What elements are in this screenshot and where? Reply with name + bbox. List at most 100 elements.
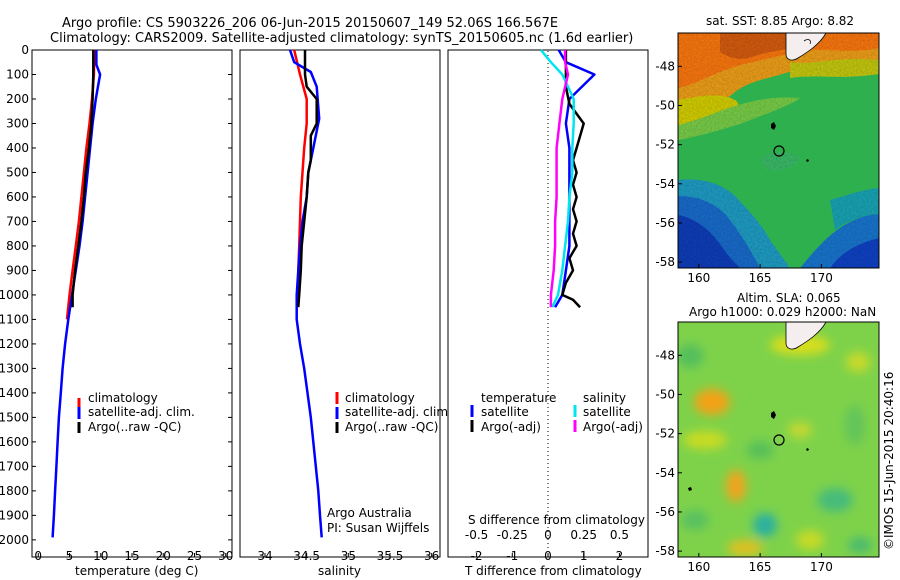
depth-tick-label: 800	[6, 239, 29, 253]
x-tick-label: -1	[506, 549, 518, 563]
legend-argo: Argo(..raw -QC)	[88, 420, 181, 434]
legend-satellite-adj: satellite-adj. clim.	[345, 405, 452, 419]
depth-tick-label: 300	[6, 116, 29, 130]
salinity-legend: climatology satellite-adj. clim. Argo(..…	[335, 391, 452, 434]
x-tick-label: 2	[616, 549, 624, 563]
top-tick-label: -0.25	[497, 528, 528, 542]
legend-climatology: climatology	[345, 391, 415, 405]
lat-tick-label: -48	[655, 348, 675, 362]
series-line-salinity-argo-adj-	[549, 50, 570, 308]
x-tick-label: 34	[257, 549, 272, 563]
depth-tick-label: 900	[6, 263, 29, 277]
series-line-argo-raw-qc-	[71, 50, 95, 308]
sla-map-title: Altim. SLA: 0.065	[737, 291, 841, 305]
x-tick-label: 10	[93, 549, 108, 563]
depth-tick-label: 1100	[0, 312, 29, 326]
temperature-x-label: temperature (deg C)	[75, 564, 198, 578]
depth-tick-label: 200	[6, 92, 29, 106]
depth-tick-label: 500	[6, 165, 29, 179]
lat-tick-label: -50	[655, 387, 675, 401]
temperature-x-axis: 0 5 10 15 20 25 30	[34, 549, 233, 563]
x-tick-label: 34.5	[293, 549, 320, 563]
argo-location-marker	[773, 145, 785, 157]
imos-credit: ©IMOS 15-Jun-2015 20:40:16	[882, 372, 896, 550]
legend-satellite-adj: satellite-adj. clim.	[88, 405, 195, 419]
annotation-pi: PI: Susan Wijffels	[327, 521, 429, 535]
depth-tick-label: 700	[6, 214, 29, 228]
argo-location-marker	[773, 434, 785, 446]
sla-map-subtitle: Argo h1000: 0.029 h2000: NaN	[689, 305, 876, 319]
x-tick-label: 5	[66, 549, 74, 563]
series-line-temperature-satellite	[554, 49, 596, 308]
sst-map-panel: sat. SST: 8.85 Argo: 8.82	[655, 14, 880, 285]
difference-legend: temperature salinity satellite Argo(-adj…	[470, 391, 643, 434]
depth-tick-label: 1700	[0, 459, 29, 473]
sst-map-axes: 160 165 170 -48 -50 -52 -54 -56 -58	[655, 59, 832, 285]
depth-tick-label: 1300	[0, 361, 29, 375]
lat-tick-label: -58	[655, 255, 675, 269]
lat-tick-label: -52	[655, 138, 675, 152]
s-difference-label: S difference from climatology	[468, 513, 645, 527]
legend-temperature-argo: Argo(-adj)	[481, 420, 541, 434]
depth-tick-label: 600	[6, 190, 29, 204]
x-tick-label: 35.5	[377, 549, 404, 563]
annotation-argo-australia: Argo Australia	[327, 506, 412, 520]
depth-tick-label: 1800	[0, 484, 29, 498]
t-difference-x-label: T difference from climatology	[464, 564, 642, 578]
top-tick-label: 0	[544, 528, 552, 542]
x-tick-label: 20	[156, 549, 171, 563]
lat-tick-label: -58	[655, 544, 675, 558]
legend-climatology: climatology	[88, 391, 158, 405]
lon-tick-label: 170	[810, 271, 833, 285]
depth-tick-label: 2000	[0, 533, 29, 547]
legend-argo: Argo(..raw -QC)	[345, 420, 438, 434]
x-tick-label: 1	[580, 549, 588, 563]
depth-tick-label: 1900	[0, 508, 29, 522]
sla-map-axes: 160 165 170 -48 -50 -52 -54 -56 -58	[655, 348, 832, 574]
top-tick-label: 0.25	[570, 528, 597, 542]
lon-tick-label: 165	[749, 560, 772, 574]
salinity-profile-panel: 34 34.5 35 35.5 36 salinity climatology sate…	[239, 49, 452, 578]
depth-tick-label: 1000	[0, 288, 29, 302]
lat-tick-label: -54	[655, 177, 675, 191]
lat-tick-label: -56	[655, 216, 675, 230]
x-tick-label: 36	[424, 549, 439, 563]
lat-tick-label: -56	[655, 505, 675, 519]
temperature-legend: climatology satellite-adj. clim. Argo(..…	[77, 391, 195, 434]
depth-tick-label: 0	[21, 43, 29, 57]
depth-tick-label: 1600	[0, 435, 29, 449]
legend-salinity-satellite: satellite	[583, 405, 631, 419]
x-tick-label: 30	[218, 549, 233, 563]
difference-profile-panel: -2 -1 0 1 2 -0.5 -0.25 0 0.25 0.5 S difference f…	[447, 49, 649, 578]
x-tick-label: 15	[124, 549, 139, 563]
top-tick-label: -0.5	[465, 528, 488, 542]
series-line-salinity-satellite	[539, 49, 575, 308]
series-line-temperature-argo-adj-	[561, 50, 585, 309]
figure-title-line2: Climatology: CARS2009. Satellite-adjuste…	[50, 31, 633, 46]
x-tick-label: 0	[34, 549, 42, 563]
lon-tick-label: 160	[687, 271, 710, 285]
temperature-profile-panel: 0100200300400500600700800900100011001200…	[0, 43, 648, 578]
sst-map-title: sat. SST: 8.85 Argo: 8.82	[706, 14, 854, 28]
legend-temperature-satellite: satellite	[481, 405, 529, 419]
x-tick-label: 25	[187, 549, 202, 563]
salinity-x-axis: 34 34.5 35 35.5 36	[257, 549, 439, 563]
depth-tick-label: 1200	[0, 337, 29, 351]
depth-tick-label: 100	[6, 67, 29, 81]
lat-tick-label: -48	[655, 59, 675, 73]
legend-salinity-argo: Argo(-adj)	[583, 420, 643, 434]
depth-tick-label: 1500	[0, 410, 29, 424]
series-line-argo-raw-qc-	[297, 50, 318, 308]
depth-axis: 0 100 200 300 400 500 600 700 800 900 1000 1100 1200…	[0, 43, 648, 547]
lon-tick-label: 170	[810, 560, 833, 574]
depth-tick-label: 400	[6, 141, 29, 155]
depth-tick-label: 1400	[0, 386, 29, 400]
x-tick-label: 0	[544, 549, 552, 563]
x-tick-label: 35	[341, 549, 356, 563]
lon-tick-label: 165	[749, 271, 772, 285]
lat-tick-label: -50	[655, 98, 675, 112]
sla-map-panel: Altim. SLA: 0.065 Argo h1000: 0.029 h200…	[655, 291, 880, 574]
x-tick-label: -2	[471, 549, 483, 563]
lat-tick-label: -52	[655, 427, 675, 441]
